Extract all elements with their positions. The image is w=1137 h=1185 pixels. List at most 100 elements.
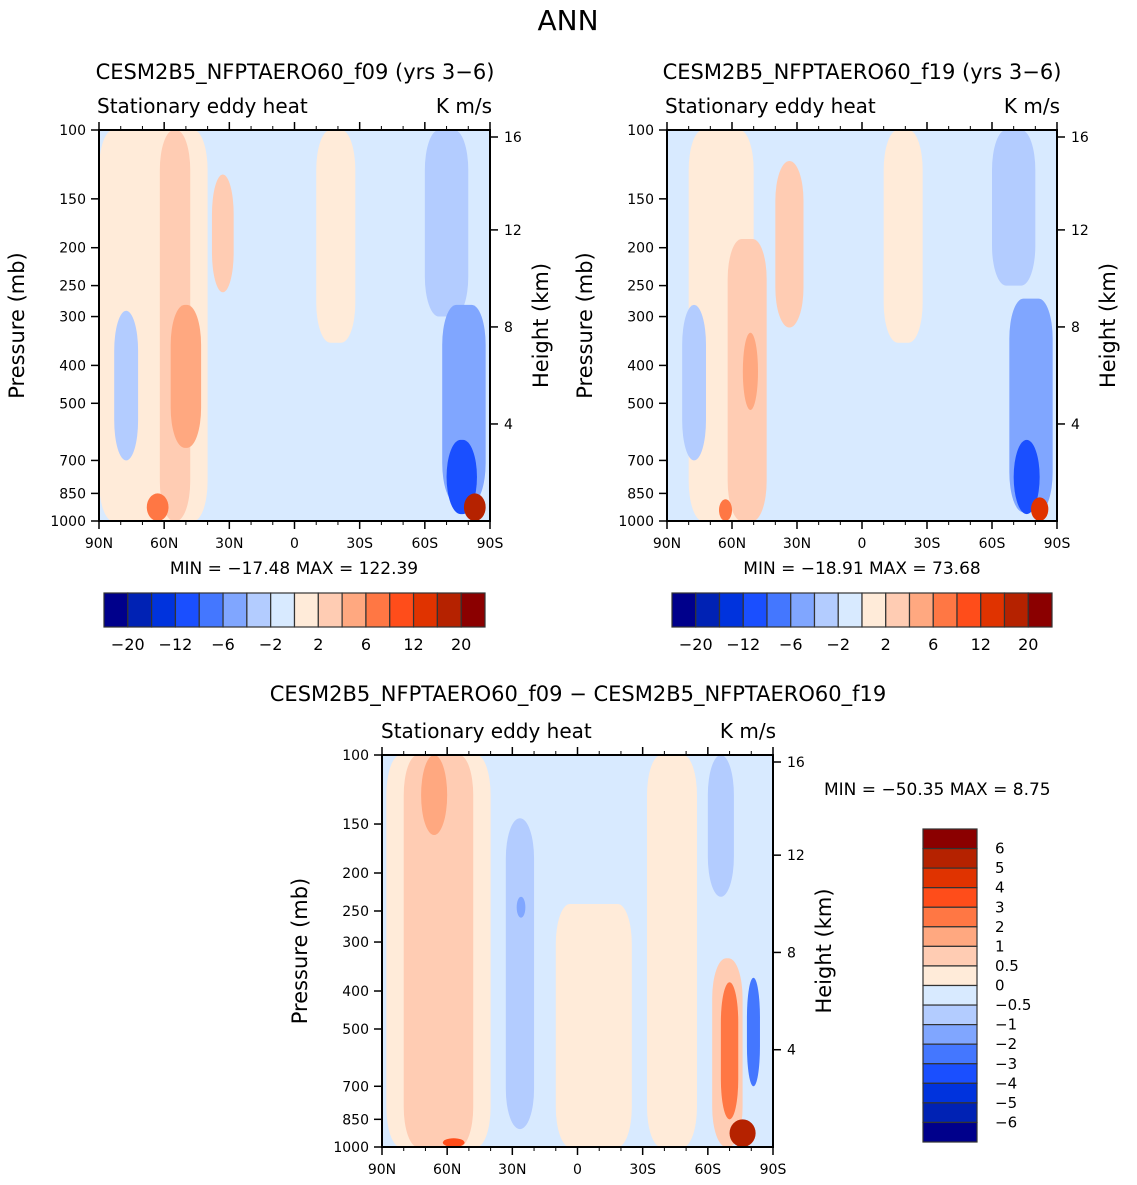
colorbar-box — [922, 965, 978, 987]
y-tick-label: 150 — [627, 192, 654, 208]
colorbar-box — [861, 592, 887, 628]
colorbar-box — [922, 828, 978, 850]
contour-region — [746, 977, 760, 1087]
contour-region — [719, 499, 732, 521]
colorbar-label: 6 — [361, 635, 371, 654]
colorbar-label: −6 — [995, 1113, 1017, 1131]
colorbar-label: −2 — [259, 635, 283, 654]
colorbar-box — [389, 592, 415, 628]
contour-region — [729, 1119, 756, 1147]
contour-region — [316, 130, 356, 343]
y-tick-label: 500 — [627, 396, 654, 412]
colorbar: −20 −12 −6 −2 2 6 12 20 — [103, 592, 486, 654]
x-tick-label: 30N — [498, 1162, 526, 1178]
y-right-axis-label: Height (km) — [529, 263, 553, 388]
colorbar-label: −12 — [159, 635, 193, 654]
x-tick-label: 60N — [433, 1162, 461, 1178]
y-tick-label: 1000 — [50, 514, 86, 530]
colorbar-box — [922, 1043, 978, 1065]
colorbar-label: −2 — [995, 1035, 1017, 1053]
colorbar-box — [922, 847, 978, 869]
contour-region — [442, 1138, 465, 1147]
colorbar-box — [922, 867, 978, 889]
y-right-tick-label: 8 — [787, 945, 796, 961]
contour-region — [720, 982, 739, 1120]
colorbar-label: −2 — [826, 635, 850, 654]
colorbar-label: 4 — [995, 879, 1005, 897]
y-tick-label: 300 — [627, 310, 654, 326]
y-tick-label: 250 — [59, 279, 86, 295]
contour-region — [647, 755, 697, 1147]
contour-region — [403, 755, 474, 1147]
colorbar-label: −6 — [211, 635, 235, 654]
y-right-tick-label: 16 — [787, 755, 805, 771]
panel-stats: MIN = −50.35 MAX = 8.75 — [824, 780, 1051, 800]
y-tick-label: 150 — [342, 817, 369, 833]
colorbar: 65 43 21 0.5 0−0.5 −1−2 −3−4 −5−6 — [922, 828, 1031, 1143]
x-tick-label: 30N — [215, 536, 243, 552]
colorbar-label: 20 — [1018, 635, 1038, 654]
y-tick-label: 250 — [627, 279, 654, 295]
colorbar-label: 2 — [881, 635, 891, 654]
colorbar-box — [174, 592, 200, 628]
colorbar-label: 2 — [995, 918, 1005, 936]
colorbar-label: 20 — [451, 635, 471, 654]
panel-stats: MIN = −18.91 MAX = 73.68 — [743, 559, 980, 579]
y-tick-label: 100 — [627, 123, 654, 139]
colorbar-box — [922, 984, 978, 1006]
y-tick-label: 200 — [59, 241, 86, 257]
y-tick-label: 250 — [342, 904, 369, 920]
y-tick-label: 700 — [342, 1079, 369, 1095]
colorbar-box — [151, 592, 177, 628]
colorbar-box — [922, 1063, 978, 1084]
colorbar-label: 12 — [403, 635, 423, 654]
colorbar-box — [742, 592, 768, 628]
y-tick-label: 300 — [59, 310, 86, 326]
contour-region — [463, 493, 486, 521]
x-tick-label: 60N — [718, 536, 746, 552]
colorbar-box — [922, 906, 978, 928]
colorbar-box — [1003, 592, 1029, 628]
y-tick-label: 400 — [627, 358, 654, 374]
colorbar-box — [885, 592, 911, 628]
x-tick-label: 30N — [783, 536, 811, 552]
colorbar-label: −5 — [995, 1094, 1017, 1112]
colorbar-box — [790, 592, 816, 628]
x-tick-label: 60S — [411, 536, 438, 552]
colorbar-box — [198, 592, 224, 628]
x-tick-label: 30S — [629, 1162, 656, 1178]
colorbar-label: −12 — [726, 635, 760, 654]
colorbar-box — [671, 592, 697, 628]
colorbar-box — [103, 592, 129, 628]
colorbar-box — [718, 592, 744, 628]
colorbar-box — [980, 592, 1006, 628]
colorbar-label: −20 — [679, 635, 713, 654]
colorbar-box — [766, 592, 792, 628]
x-tick-label: 0 — [290, 536, 299, 552]
contour-field — [667, 130, 1057, 521]
colorbar-box — [956, 592, 982, 628]
colorbar-box — [922, 887, 978, 908]
colorbar-box — [922, 1082, 978, 1104]
y-tick-label: 850 — [59, 486, 86, 502]
y-tick-label: 1000 — [333, 1140, 369, 1156]
contour-region — [1031, 497, 1049, 521]
contour-region — [992, 130, 1036, 286]
panel-diff: CESM2B5_NFPTAERO60_f09 − CESM2B5_NFPTAER… — [270, 682, 1051, 1178]
y-right-axis-label: Height (km) — [1096, 263, 1120, 388]
contour-region — [1013, 439, 1040, 515]
y-tick-label: 200 — [342, 866, 369, 882]
colorbar-box — [293, 592, 319, 628]
contour-region — [555, 904, 632, 1147]
panel-units-label: K m/s — [1004, 94, 1060, 118]
x-tick-label: 90S — [1044, 536, 1071, 552]
x-tick-label: 30S — [346, 536, 373, 552]
contour-region — [114, 310, 139, 461]
colorbar-box — [695, 592, 721, 628]
panel-title: CESM2B5_NFPTAERO60_f19 (yrs 3−6) — [663, 60, 1062, 85]
x-tick-label: 90S — [760, 1162, 787, 1178]
y-tick-label: 200 — [627, 241, 654, 257]
colorbar-box — [270, 592, 296, 628]
y-tick-label: 1000 — [618, 514, 654, 530]
panel-units-label: K m/s — [436, 94, 492, 118]
